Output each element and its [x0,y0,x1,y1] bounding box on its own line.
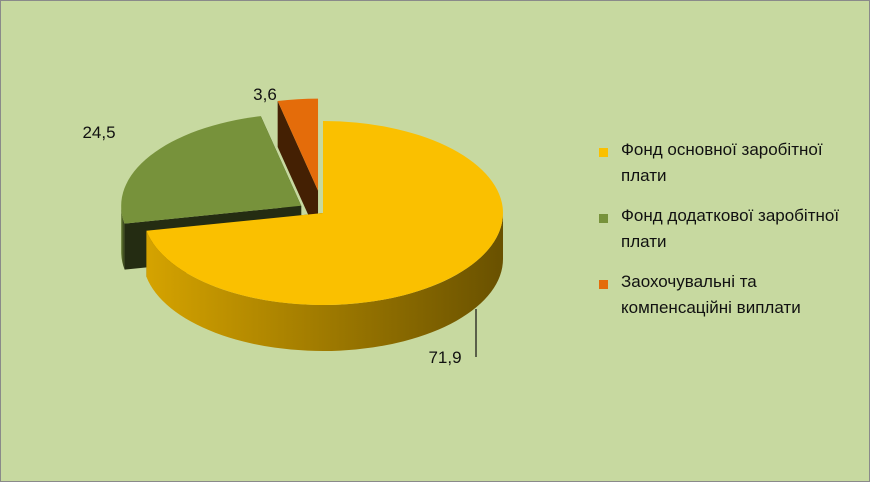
legend-item: Фонд основної заробітної плати [599,137,861,189]
data-label: 3,6 [253,85,277,104]
data-label: 24,5 [82,123,115,142]
pie-slice-side [121,205,125,270]
legend-item: Заохочувальні та компенсаційні виплати [599,269,861,321]
pie-slice-side [146,213,503,352]
legend: Фонд основної заробітної плати Фонд дода… [599,137,861,335]
legend-label: Фонд додаткової заробітної плати [621,206,840,251]
pie-slice [146,121,503,306]
legend-swatch [599,280,608,289]
pie-slice [277,98,319,191]
legend-label: Фонд основної заробітної плати [621,140,823,185]
legend-swatch [599,214,608,223]
pie-slice-side [277,101,319,237]
legend-label: Заохочувальні та компенсаційні виплати [621,272,801,317]
legend-item: Фонд додаткової заробітної плати [599,203,861,255]
data-label: 71,9 [428,348,461,367]
pie-slice [121,116,302,224]
legend-swatch [599,148,608,157]
